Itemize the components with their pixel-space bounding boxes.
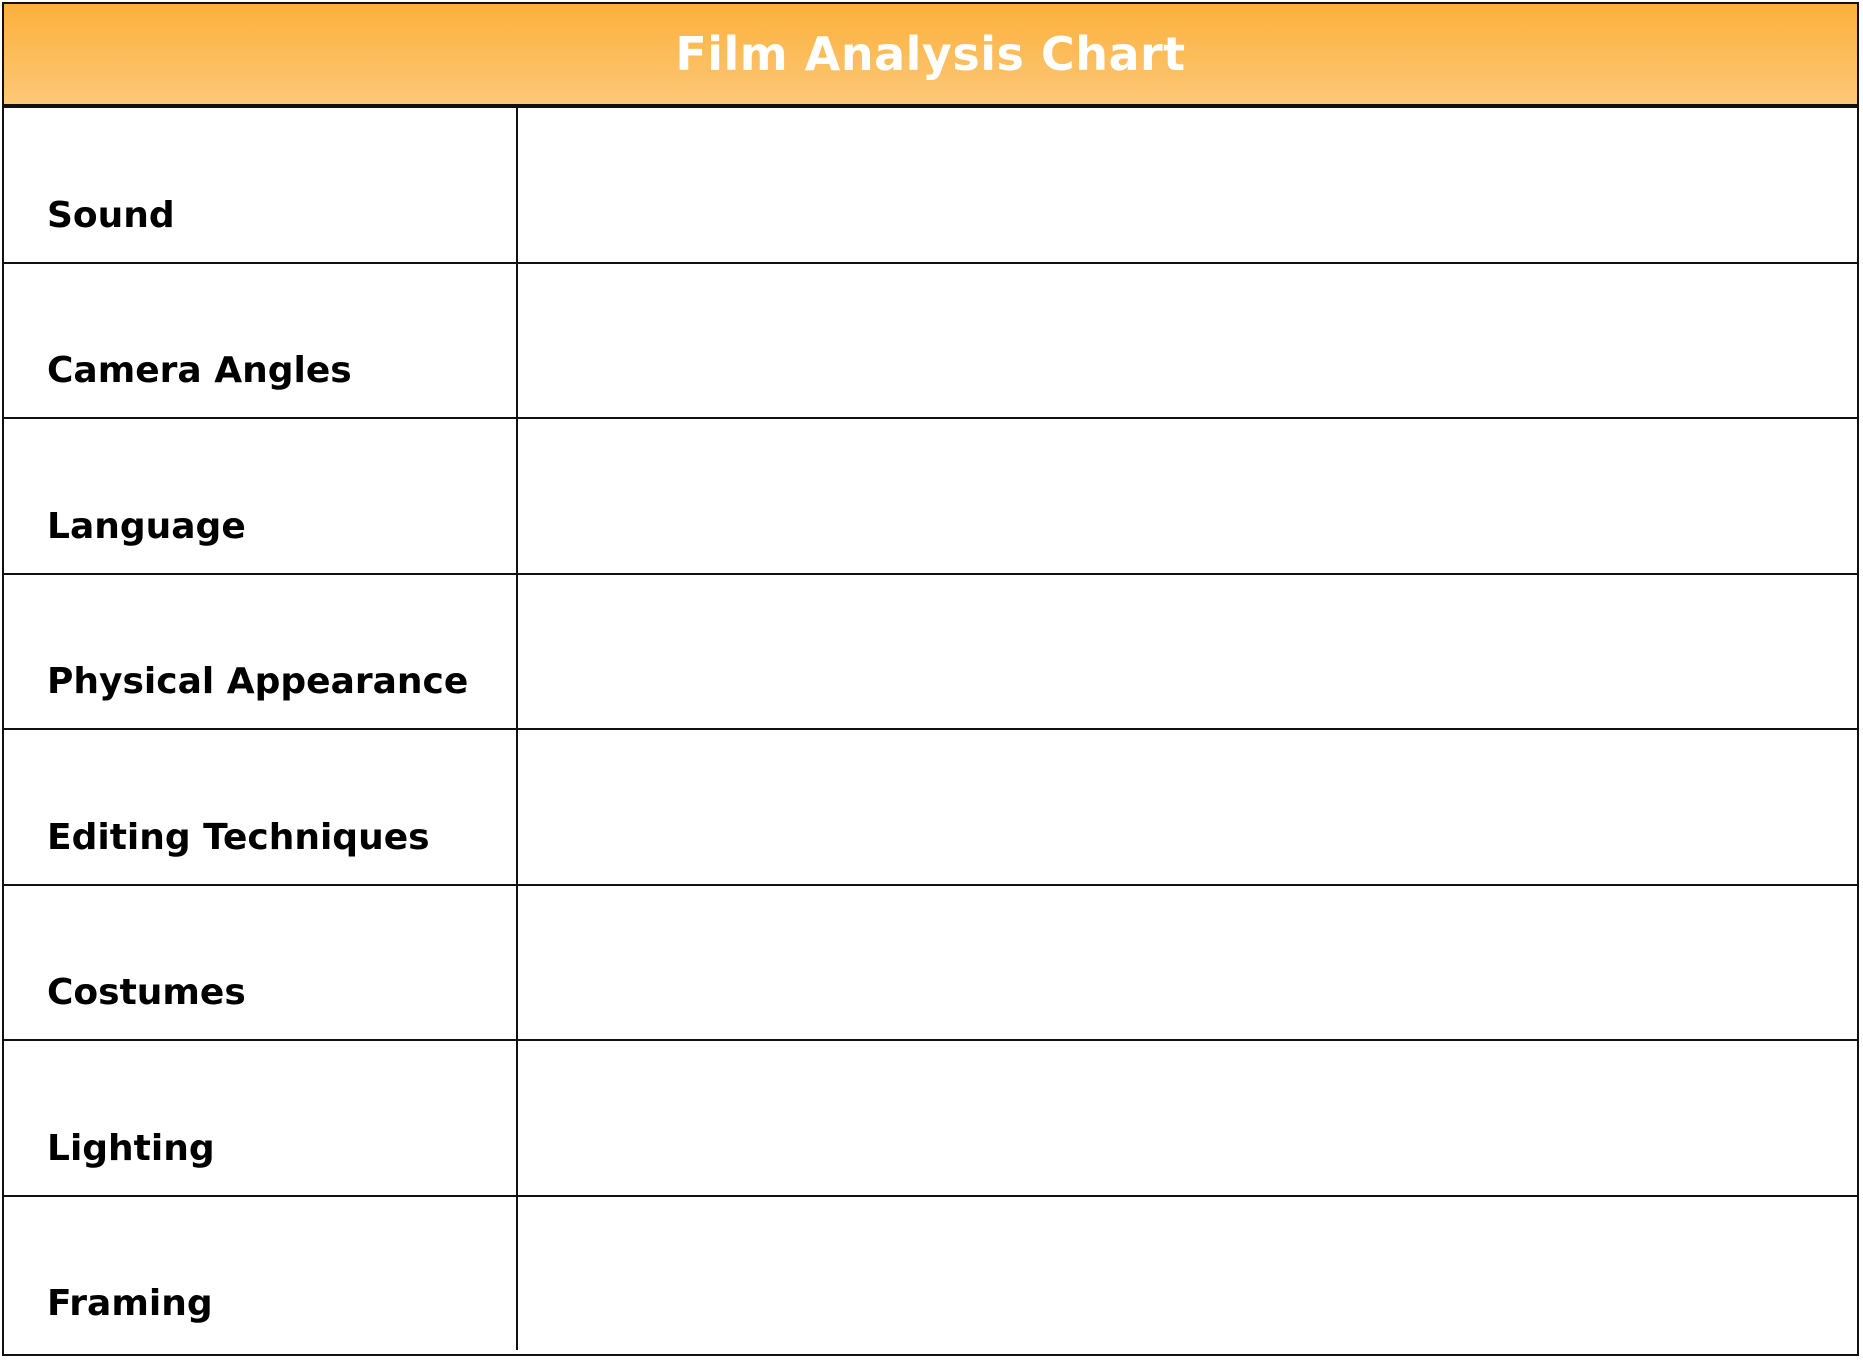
row-label-cell: Lighting (4, 1041, 518, 1195)
row-label: Sound (47, 194, 175, 236)
row-label: Framing (47, 1283, 213, 1324)
row-label-cell: Costumes (4, 885, 518, 1039)
chart-row-lighting: Lighting (4, 1041, 1857, 1197)
chart-header: Film Analysis Chart (4, 4, 1857, 108)
row-label-cell: Editing Techniques (4, 730, 518, 884)
row-label-cell: Sound (4, 108, 518, 262)
row-label: Lighting (47, 1127, 215, 1169)
row-answer-cell[interactable] (518, 419, 1857, 573)
row-answer-cell[interactable] (518, 575, 1857, 729)
chart-row-editing-techniques: Editing Techniques (4, 730, 1857, 886)
row-label-cell: Language (4, 419, 518, 573)
chart-row-language: Language (4, 419, 1857, 575)
row-label: Camera Angles (47, 350, 352, 391)
row-label: Editing Techniques (47, 816, 430, 858)
chart-row-physical-appearance: Physical Appearance (4, 574, 1857, 730)
chart-row-costumes: Costumes (4, 885, 1857, 1041)
chart-title: Film Analysis Chart (675, 27, 1186, 81)
row-label: Physical Appearance (47, 661, 469, 702)
row-label-cell: Framing (4, 1196, 518, 1350)
row-answer-cell[interactable] (518, 1197, 1857, 1351)
chart-row-framing: Framing (4, 1196, 1857, 1351)
row-answer-cell[interactable] (518, 264, 1857, 418)
chart-rows: Sound Camera Angles Language Physical Ap… (4, 108, 1857, 1350)
row-label-cell: Camera Angles (4, 263, 518, 417)
chart-row-sound: Sound (4, 108, 1857, 264)
row-label-cell: Physical Appearance (4, 574, 518, 728)
row-answer-cell[interactable] (518, 886, 1857, 1040)
row-answer-cell[interactable] (518, 108, 1857, 262)
row-label: Language (47, 505, 246, 547)
row-label: Costumes (47, 972, 246, 1013)
row-answer-cell[interactable] (518, 730, 1857, 884)
chart-row-camera-angles: Camera Angles (4, 263, 1857, 419)
row-answer-cell[interactable] (518, 1041, 1857, 1195)
